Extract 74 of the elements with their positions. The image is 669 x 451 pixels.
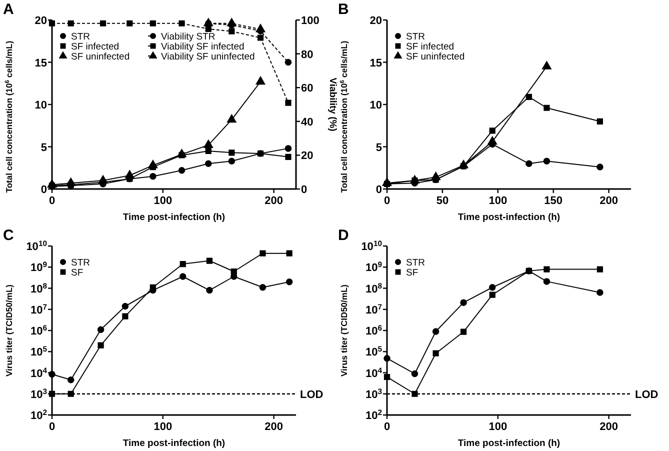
y-tick-label: 5 <box>40 142 47 154</box>
legend-label: SF uninfected <box>406 52 465 62</box>
x-tick-label: 0 <box>48 421 56 433</box>
x-tick-label: 0 <box>48 195 56 207</box>
y-tick-label: 10$^{4}$ <box>365 365 383 380</box>
y2-tick-label: 40 <box>301 116 314 128</box>
x-axis-title: Time post-infection (h) <box>122 212 226 223</box>
x-tick-label: 200 <box>600 421 618 433</box>
x-tick-label: 0 <box>384 195 390 207</box>
x-tick-label: 150 <box>544 195 563 207</box>
y-tick-label: 10$^{4}$ <box>30 365 48 380</box>
x-axis-title: Time post-infection (h) <box>122 438 226 449</box>
y-tick-label: 15 <box>34 57 47 70</box>
x-tick-label: 0 <box>384 421 390 433</box>
x-tick-label: 50 <box>436 195 449 207</box>
y-tick-label: 0 <box>376 184 382 196</box>
y2-tick-label: 80 <box>301 48 314 61</box>
y-tick-label: 10$^{7}$ <box>30 302 47 316</box>
y-tick-label: 15 <box>370 57 382 70</box>
ref-line-label: LOD <box>300 388 324 401</box>
y2-tick-label: 20 <box>301 150 314 162</box>
chart-title: B <box>338 1 349 18</box>
legend-label: Viability STR <box>161 32 216 42</box>
y-tick-label: 10$^{3}$ <box>30 386 47 401</box>
y-tick-label: 10$^{9}$ <box>30 260 47 274</box>
legend-label: Viability SF uninfected <box>161 52 255 62</box>
y-tick-label: 10$^{6}$ <box>365 323 382 338</box>
y2-tick-label: 60 <box>301 82 314 95</box>
y-tick-label: 10 <box>370 100 382 112</box>
y-tick-label: 10$^{8}$ <box>365 280 383 296</box>
x-tick-label: 100 <box>488 195 508 207</box>
x-tick-label: 100 <box>154 421 172 433</box>
y2-tick-label: 0 <box>301 184 308 196</box>
x-axis-title: Time post-infection (h) <box>458 212 560 223</box>
x-tick-label: 100 <box>154 195 172 207</box>
y-tick-label: 10 <box>34 100 47 112</box>
chart-title: A <box>3 1 14 18</box>
y-tick-label: 0 <box>40 184 47 196</box>
y-axis-title: Virus titer (TCID50/mL) <box>4 284 14 376</box>
y-tick-label: 10$^{10}$ <box>361 238 382 253</box>
legend-label: SF infected <box>71 42 120 52</box>
y-tick-label: 20 <box>370 15 382 27</box>
chart-title: C <box>3 227 14 244</box>
legend-label: SF infected <box>406 42 454 52</box>
y-tick-label: 10$^{3}$ <box>365 386 382 401</box>
y-tick-label: 10$^{5}$ <box>365 344 383 359</box>
x-axis-title: Time post-infection (h) <box>458 438 560 449</box>
y-tick-label: 10$^{5}$ <box>30 344 48 359</box>
y-tick-label: 10$^{7}$ <box>365 302 382 316</box>
x-tick-label: 200 <box>600 195 618 207</box>
y-tick-label: 10$^{8}$ <box>30 280 48 296</box>
y-tick-label: 10$^{6}$ <box>30 323 47 338</box>
x-tick-label: 200 <box>264 195 283 207</box>
y-tick-label: 10$^{2}$ <box>365 408 382 422</box>
ref-line-label: LOD <box>635 388 658 401</box>
x-tick-label: 200 <box>264 421 283 433</box>
y2-axis-title: Viability (%) <box>327 78 338 132</box>
x-tick-label: 100 <box>488 421 508 433</box>
legend-label: STR <box>406 258 426 268</box>
legend-label: STR <box>406 32 426 42</box>
legend-label: STR <box>71 258 90 268</box>
y-tick-label: 10$^{10}$ <box>26 238 47 253</box>
y2-tick-label: 100 <box>301 15 320 27</box>
y-tick-label: 10$^{2}$ <box>30 408 47 422</box>
chart-title: D <box>338 227 349 244</box>
legend-label: SF <box>406 268 418 278</box>
y-tick-label: 10$^{9}$ <box>365 260 382 274</box>
legend-label: Viability SF infected <box>161 42 244 52</box>
y-axis-title: Virus titer (TCID50/mL) <box>339 284 349 376</box>
legend-label: STR <box>71 32 90 42</box>
legend-label: SF uninfected <box>71 52 130 62</box>
y-tick-label: 20 <box>34 15 47 27</box>
y-tick-label: 5 <box>376 142 382 154</box>
legend-label: SF <box>71 268 84 278</box>
